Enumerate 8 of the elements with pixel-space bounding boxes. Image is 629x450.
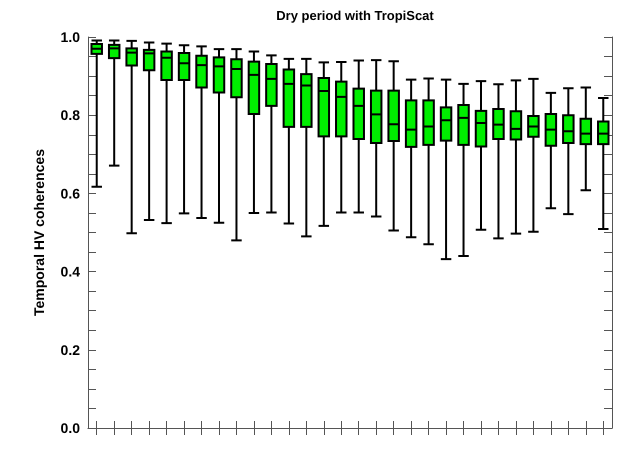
y-tick-label: 0.8 (60, 107, 80, 124)
y-tick-label: 0.2 (60, 342, 80, 358)
y-tick-label: 0.6 (60, 185, 80, 202)
y-axis-title: Temporal HV coherences (31, 148, 47, 316)
y-tick-label: 1.0 (60, 29, 80, 45)
y-tick-label: 0.0 (60, 420, 80, 436)
chart-title: Dry period with TropiScat (276, 8, 434, 23)
y-tick-label: 0.4 (60, 264, 80, 280)
